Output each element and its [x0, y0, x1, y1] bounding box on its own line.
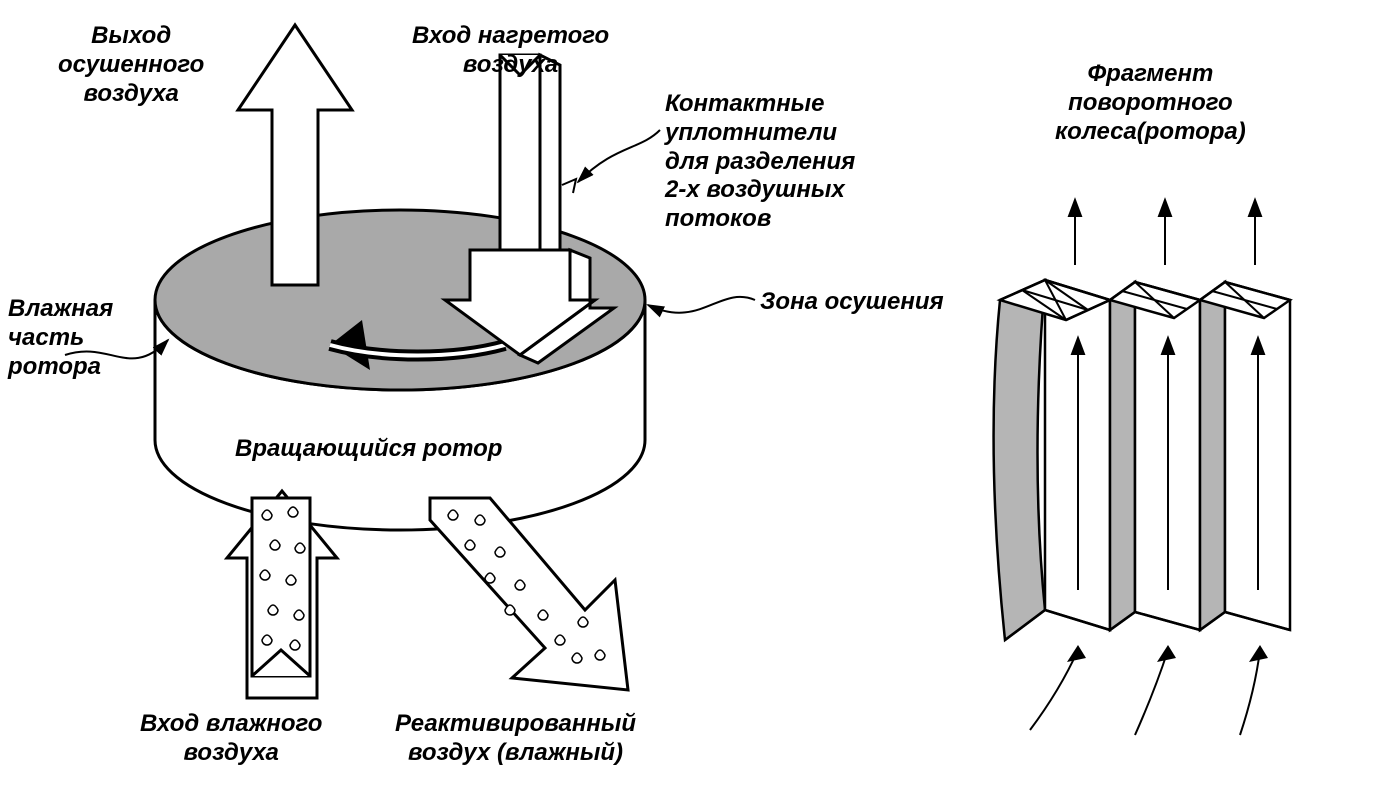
label-heated-air-in: Вход нагретого воздуха: [412, 22, 609, 80]
label-fragment-title: Фрагмент поворотного колеса(ротора): [1055, 60, 1246, 146]
leader-seals: [578, 130, 660, 182]
label-dry-air-out: Выход осушенного воздуха: [58, 22, 204, 108]
label-contact-seals: Контактные уплотнители для разделения 2-…: [665, 90, 855, 234]
fragment-bottom-arrows: [1030, 645, 1268, 735]
label-rotating-rotor: Вращающийся ротор: [235, 435, 502, 464]
fragment-diagram: [960, 170, 1340, 770]
humid-air-in-arrow-v2: [252, 498, 310, 676]
seal-tick: [562, 179, 576, 193]
label-reactivated-air: Реактивированный воздух (влажный): [395, 710, 636, 768]
reactivated-air-arrow: [430, 498, 628, 690]
heated-air-in-arrow: [445, 55, 614, 363]
label-wet-rotor-part: Влажная часть ротора: [8, 295, 113, 381]
fragment-top-arrows: [1069, 200, 1261, 265]
label-drying-zone: Зона осушения: [760, 288, 944, 317]
leader-drying-zone: [648, 297, 755, 313]
fragment-left-face: [994, 280, 1045, 640]
label-humid-air-in: Вход влажного воздуха: [140, 710, 322, 768]
